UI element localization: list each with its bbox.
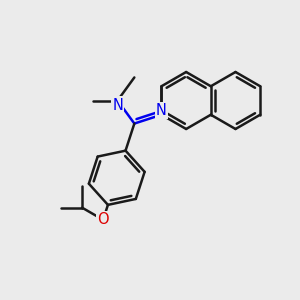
Text: N: N [112,98,123,112]
Text: N: N [156,103,167,118]
Text: O: O [97,212,109,227]
